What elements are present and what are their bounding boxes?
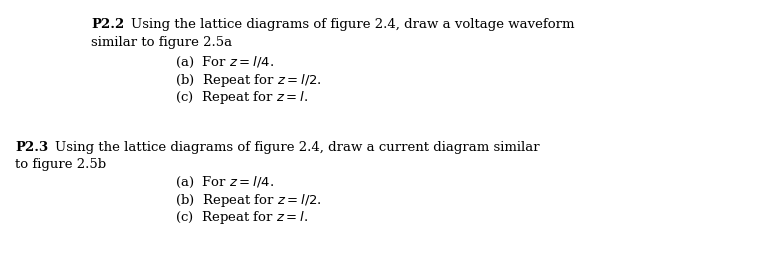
Text: Using the lattice diagrams of figure 2.4, draw a voltage waveform: Using the lattice diagrams of figure 2.4… <box>131 18 574 31</box>
Text: (a)  For $z = l/4$.: (a) For $z = l/4$. <box>175 55 274 70</box>
Text: (a)  For $z = l/4$.: (a) For $z = l/4$. <box>175 174 274 189</box>
Text: (c)  Repeat for $z = l$.: (c) Repeat for $z = l$. <box>175 208 308 225</box>
Text: to figure 2.5b: to figure 2.5b <box>15 157 106 170</box>
Text: (c)  Repeat for $z = l$.: (c) Repeat for $z = l$. <box>175 89 308 106</box>
Text: (b)  Repeat for $z = l/2$.: (b) Repeat for $z = l/2$. <box>175 191 322 208</box>
Text: P2.3: P2.3 <box>15 140 48 153</box>
Text: similar to figure 2.5a: similar to figure 2.5a <box>91 36 232 49</box>
Text: (b)  Repeat for $z = l/2$.: (b) Repeat for $z = l/2$. <box>175 72 322 89</box>
Text: Using the lattice diagrams of figure 2.4, draw a current diagram similar: Using the lattice diagrams of figure 2.4… <box>55 140 540 153</box>
Text: P2.2: P2.2 <box>91 18 124 31</box>
